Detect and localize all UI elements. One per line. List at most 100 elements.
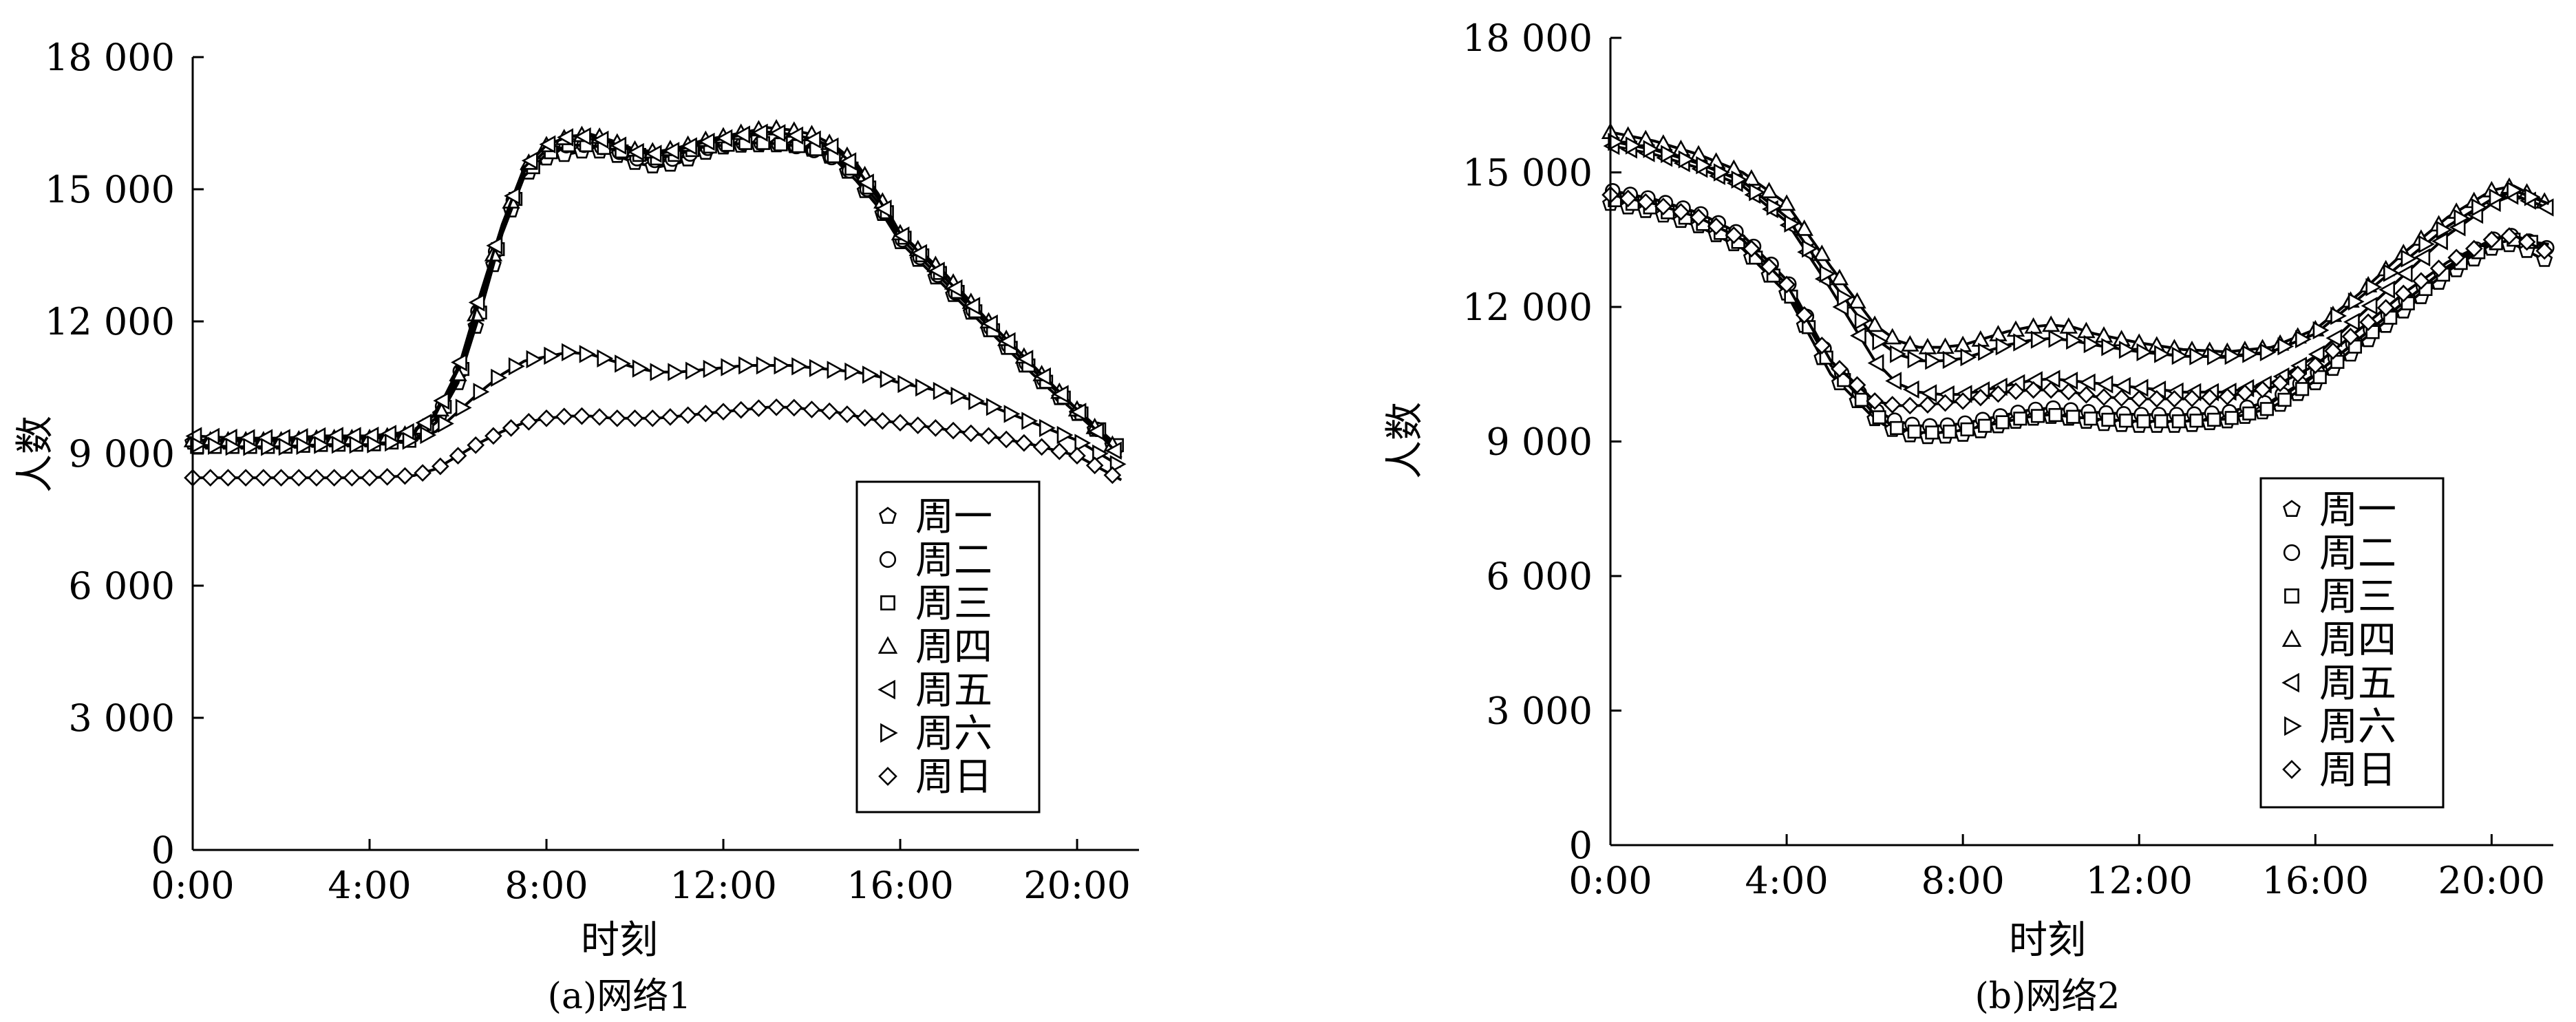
data-point (504, 187, 520, 205)
legend-label: 周日 (2319, 748, 2396, 793)
data-point (926, 419, 945, 437)
data-point (2343, 312, 2360, 332)
data-point (502, 419, 520, 437)
data-point (2524, 188, 2541, 206)
data-point (2271, 374, 2289, 392)
legend-marker (880, 723, 898, 743)
legend-marker (877, 636, 898, 654)
data-point (2083, 412, 2098, 426)
data-point (1819, 264, 1836, 284)
data-point (378, 468, 396, 486)
data-point (734, 125, 750, 144)
data-point (486, 236, 503, 255)
data-point (1672, 202, 1690, 221)
data-point (1907, 350, 1924, 369)
data-point (2330, 306, 2347, 326)
data-point (1637, 193, 1655, 211)
data-point (526, 350, 543, 369)
data-point (1902, 380, 1919, 399)
data-point (1784, 214, 1801, 233)
data-point (1625, 136, 1642, 155)
data-point (908, 416, 927, 434)
data-point (2059, 383, 2078, 401)
legend-marker (879, 507, 897, 524)
data-point (2465, 239, 2483, 258)
data-point (862, 365, 879, 384)
data-point (2024, 381, 2043, 399)
data-point (2330, 354, 2345, 369)
data-point (1989, 385, 2008, 403)
data-point (698, 132, 715, 151)
data-point (296, 436, 313, 456)
y-ticks: 0 3 000 6 000 9 000 12 000 15 000 18 000 (1462, 17, 1621, 867)
data-point (1865, 315, 1884, 332)
data-point (1925, 351, 1941, 370)
y-axis-label: 人数 (1383, 402, 1427, 479)
data-point (2147, 390, 2166, 408)
data-point (1942, 425, 1957, 439)
data-point (2306, 356, 2325, 374)
data-point (999, 332, 1016, 351)
data-point (1085, 456, 1104, 475)
data-point (1109, 455, 1127, 473)
x-tick-label: 8:00 (504, 864, 588, 907)
data-point (592, 130, 609, 149)
data-point (997, 430, 1016, 449)
data-point (473, 383, 490, 401)
data-point (1103, 466, 1122, 485)
data-point (254, 469, 273, 487)
data-point (2189, 347, 2206, 365)
data-point (1830, 268, 1849, 286)
data-point (539, 135, 556, 153)
data-point (1039, 418, 1056, 438)
data-point (2348, 292, 2365, 311)
data-point (2118, 414, 2133, 428)
data-point (557, 128, 574, 147)
data-point (822, 137, 839, 156)
data-point (1890, 420, 1904, 436)
x-tick-label: 20:00 (2438, 859, 2546, 902)
data-point (1872, 410, 1886, 425)
data-point (2171, 346, 2189, 365)
data-point (491, 368, 507, 387)
y-ticks: 0 3 000 6 000 9 000 12 000 15 000 18 000 (45, 36, 204, 872)
legend-label: 周三 (2319, 575, 2396, 619)
data-point (402, 432, 419, 450)
data-point (1995, 415, 2010, 429)
legend-label: 周四 (915, 625, 992, 670)
data-point (2288, 365, 2307, 383)
data-point (838, 405, 856, 423)
data-point (915, 378, 932, 397)
y-tick-label: 3 000 (1486, 690, 1593, 733)
data-point (1696, 156, 1713, 175)
data-point (2396, 264, 2413, 283)
data-point (2189, 414, 2204, 428)
data-point (1032, 438, 1051, 456)
data-point (897, 374, 915, 394)
data-point (893, 226, 910, 245)
data-point (791, 357, 808, 376)
data-point (2429, 259, 2448, 277)
data-point (2041, 315, 2061, 332)
data-point (880, 370, 897, 389)
data-point (2312, 370, 2327, 385)
data-point (1087, 422, 1105, 440)
data-point (2007, 382, 2025, 401)
data-point (219, 469, 237, 487)
data-point (555, 407, 573, 426)
data-point (2118, 340, 2136, 359)
data-point (844, 362, 862, 381)
x-tick-label: 0:00 (151, 864, 234, 907)
data-point (2312, 321, 2330, 340)
data-point (714, 403, 732, 421)
y-tick-label: 18 000 (1462, 17, 1593, 60)
data-point (520, 413, 538, 431)
data-point (2361, 297, 2378, 315)
data-point (2206, 412, 2222, 427)
data-point (438, 414, 454, 433)
data-point (703, 359, 720, 379)
legend-marker (878, 767, 897, 786)
data-point (1890, 345, 1906, 363)
data-point (2095, 388, 2113, 406)
